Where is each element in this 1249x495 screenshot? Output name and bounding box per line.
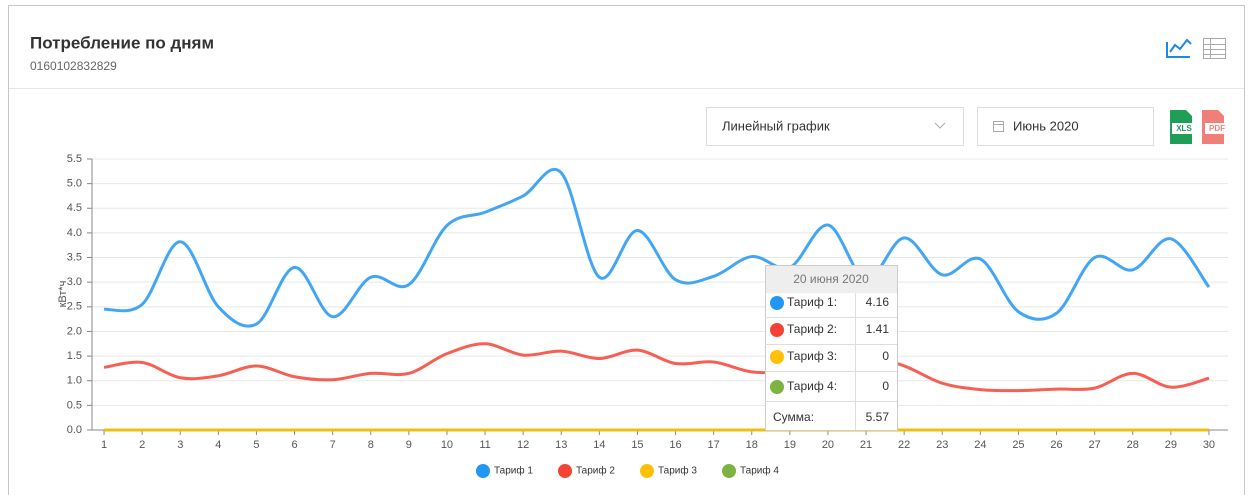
tooltip-marker	[770, 323, 784, 337]
tooltip-marker	[770, 350, 784, 364]
legend-marker	[476, 464, 490, 478]
x-tick-label: 20	[822, 439, 834, 451]
x-tick-label: 18	[746, 439, 758, 451]
x-tick-label: 8	[368, 439, 374, 451]
export-pdf-button[interactable]: PDF	[1202, 110, 1229, 144]
tooltip-total-value: 5.57	[866, 410, 890, 424]
legend-label: Тариф 2	[576, 465, 615, 477]
x-tick-label: 1	[101, 439, 107, 451]
x-tick-label: 14	[593, 439, 605, 451]
x-tick-label: 23	[936, 439, 948, 451]
tooltip-row-value: 1.41	[866, 322, 890, 336]
tooltip-row-label: Тариф 3:	[787, 349, 837, 363]
y-tick-label: 3.0	[67, 276, 82, 288]
y-tick-label: 3.5	[67, 251, 82, 263]
x-tick-label: 13	[555, 439, 567, 451]
y-axis-label: кВт*ч	[57, 281, 69, 308]
tooltip-row-value: 0	[882, 349, 889, 363]
x-tick-label: 15	[631, 439, 643, 451]
x-tick-label: 25	[1012, 439, 1024, 451]
x-tick-label: 19	[784, 439, 796, 451]
tooltip-header-bg	[766, 266, 897, 293]
y-tick-label: 1.0	[67, 375, 82, 387]
y-tick-label: 5.5	[67, 153, 82, 165]
chart-type-select[interactable]: Линейный график	[706, 107, 964, 146]
x-tick-label: 28	[1127, 439, 1139, 451]
x-tick-label: 21	[860, 439, 872, 451]
series-line	[103, 168, 1211, 328]
x-tick-label: 9	[406, 439, 412, 451]
xls-label: XLS	[1176, 124, 1192, 133]
tooltip-row-value: 0	[882, 379, 889, 393]
tooltip-marker	[770, 296, 784, 310]
select-value: Линейный график	[722, 118, 830, 133]
y-tick-label: 0.5	[67, 399, 82, 411]
period-value: Июнь 2020	[1013, 118, 1079, 133]
tooltip-row-value: 4.16	[866, 295, 890, 309]
tooltip-marker	[770, 380, 784, 394]
title: Потребление по дням	[30, 33, 214, 52]
y-tick-label: 4.0	[67, 227, 82, 239]
subtitle: 0160102832829	[30, 59, 117, 73]
y-tick-label: 1.5	[67, 350, 82, 362]
legend-label: Тариф 1	[494, 465, 533, 477]
x-tick-label: 11	[479, 439, 490, 451]
tooltip-title: 20 июня 2020	[793, 272, 869, 286]
tooltip-total-label: Сумма:	[773, 410, 814, 424]
legend-label: Тариф 3	[658, 465, 697, 477]
x-tick-label: 4	[215, 439, 221, 451]
x-tick-label: 29	[1165, 439, 1177, 451]
y-tick-label: 5.0	[67, 178, 82, 190]
x-tick-label: 12	[517, 439, 529, 451]
x-tick-label: 16	[669, 439, 681, 451]
x-tick-label: 30	[1203, 439, 1215, 451]
series-line	[103, 342, 1210, 393]
x-tick-label: 24	[974, 439, 986, 451]
period-picker[interactable]: Июнь 2020	[977, 107, 1154, 146]
tooltip: 20 июня 2020 Тариф 1: 4.16 Тариф 2: 1.41 Тари…	[765, 265, 898, 431]
card	[8, 5, 1245, 495]
x-tick-label: 26	[1050, 439, 1062, 451]
legend-marker	[640, 464, 654, 478]
y-tick-label: 2.5	[67, 301, 82, 313]
line-chart-view-button[interactable]	[1166, 38, 1192, 58]
export-xls-button[interactable]: XLS	[1170, 110, 1196, 144]
legend-marker	[722, 464, 736, 478]
x-tick-label: 17	[708, 439, 720, 451]
x-tick-label: 22	[898, 439, 910, 451]
legend-marker	[558, 464, 572, 478]
x-tick-label: 5	[253, 439, 259, 451]
x-tick-label: 27	[1089, 439, 1101, 451]
x-tick-label: 2	[139, 439, 145, 451]
tooltip-row-label: Тариф 1:	[787, 295, 837, 309]
pdf-label: PDF	[1209, 124, 1225, 133]
y-tick-label: 0.0	[67, 424, 82, 436]
tooltip-row-label: Тариф 4:	[787, 379, 837, 393]
x-tick-label: 10	[441, 439, 453, 451]
y-tick-label: 4.5	[67, 202, 82, 214]
tooltip-row-label: Тариф 2:	[787, 322, 837, 336]
x-tick-label: 7	[330, 439, 336, 451]
x-tick-label: 3	[177, 439, 183, 451]
table-view-button[interactable]	[1203, 38, 1226, 59]
x-tick-label: 6	[291, 439, 297, 451]
legend-label: Тариф 4	[740, 465, 779, 477]
y-tick-label: 2.0	[67, 325, 82, 337]
